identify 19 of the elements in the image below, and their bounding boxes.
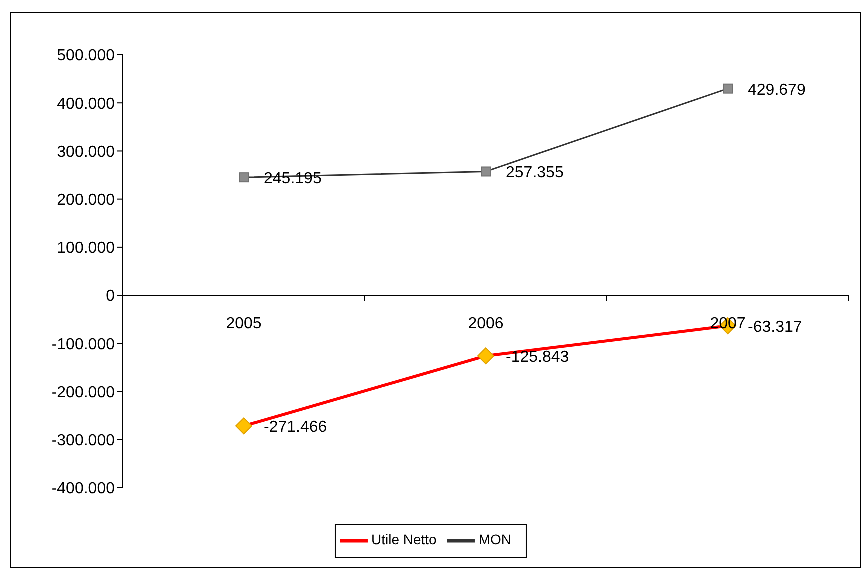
y-tick-label: -300.000 (52, 432, 116, 450)
legend-label: MON (478, 532, 512, 548)
y-tick-label: 300.000 (57, 144, 116, 161)
y-tick-label: 500.000 (57, 48, 116, 65)
data-label: -271.466 (264, 419, 328, 436)
data-label: 429.679 (748, 82, 806, 99)
x-tick-label: 2006 (468, 316, 504, 333)
data-label: -125.843 (506, 349, 570, 366)
legend-label: Utile Netto (371, 532, 437, 548)
data-label: 257.355 (506, 164, 564, 182)
y-tick-label: 200.000 (57, 192, 116, 210)
y-tick-label: -100.000 (52, 336, 116, 354)
y-tick-label: -200.000 (52, 384, 116, 402)
y-tick-label: 0 (106, 288, 116, 306)
y-tick-label: 400.000 (57, 96, 116, 113)
y-tick-label: 100.000 (57, 240, 116, 258)
x-tick-label: 2005 (226, 316, 262, 333)
y-tick-label: -400.000 (52, 480, 116, 498)
data-label: -63.317 (748, 319, 802, 336)
